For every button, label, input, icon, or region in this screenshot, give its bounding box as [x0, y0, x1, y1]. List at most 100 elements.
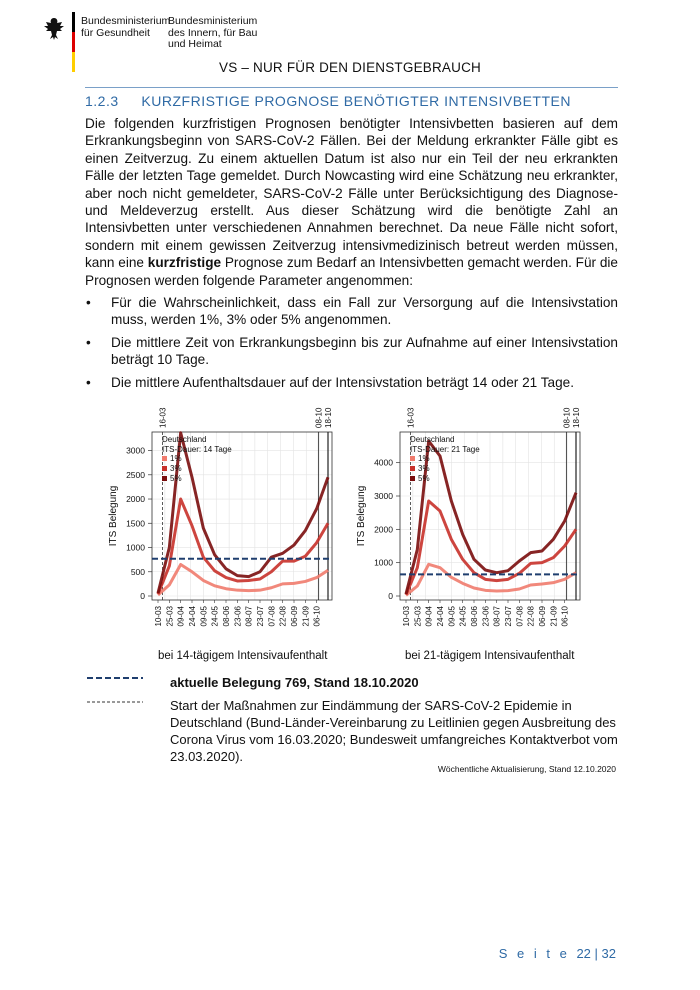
x-tick-label: 06-09 — [290, 605, 299, 626]
legend-subtitle: ITS-Dauer: 14 Tage — [162, 445, 232, 454]
y-tick-label: 4000 — [374, 458, 393, 468]
page-footer: S e i t e 22 | 32 — [498, 946, 616, 961]
y-tick-label: 2000 — [374, 524, 393, 534]
legend-title: Deutschland — [410, 435, 454, 444]
header-divider — [85, 87, 618, 88]
legend-item: 5% — [170, 474, 182, 483]
ministry-bmi-logo-text: Bundesministerium des Innern, für Bau un… — [168, 15, 258, 50]
top-date-label: 08-10 — [314, 407, 323, 428]
series-line — [156, 497, 330, 595]
list-item: • Die mittlere Aufenthaltsdauer auf der I… — [86, 374, 574, 390]
x-tick-label: 21-09 — [549, 605, 558, 626]
x-tick-label: 24-04 — [436, 605, 445, 626]
x-tick-label: 07-08 — [515, 605, 524, 626]
bullet-icon: • — [86, 334, 91, 350]
current-occupancy-line-icon — [87, 677, 143, 679]
legend-subtitle: ITS-Dauer: 21 Tage — [410, 445, 480, 454]
top-date-label: 16-03 — [407, 407, 416, 428]
x-tick-label: 08-07 — [493, 605, 502, 626]
x-tick-label: 23-06 — [233, 605, 242, 626]
y-tick-label: 2000 — [126, 494, 145, 504]
series-line — [156, 431, 330, 594]
measures-line-icon — [87, 701, 143, 703]
x-tick-label: 09-05 — [199, 605, 208, 626]
current-occupancy-label: aktuelle Belegung 769, Stand 18.10.2020 — [170, 675, 419, 690]
chart-caption-14: bei 14-tägigem Intensivaufenthalt — [158, 650, 328, 662]
legend-title: Deutschland — [162, 435, 206, 444]
x-tick-label: 08-06 — [222, 605, 231, 626]
y-tick-label: 2500 — [126, 470, 145, 480]
plot-frame — [151, 431, 333, 601]
top-date-label: 18-10 — [572, 407, 581, 428]
x-tick-label: 09-04 — [177, 605, 186, 626]
series-line — [404, 439, 578, 595]
x-tick-label: 07-08 — [267, 605, 276, 626]
measures-label: Start der Maßnahmen zur Eindämmung der S… — [170, 698, 618, 764]
top-date-label: 16-03 — [159, 407, 168, 428]
y-tick-label: 1000 — [126, 543, 145, 553]
top-date-label: 08-10 — [562, 407, 571, 428]
x-tick-label: 08-06 — [470, 605, 479, 626]
top-date-label: 18-10 — [324, 407, 333, 428]
legend-item: 1% — [418, 454, 430, 463]
legend-item: 5% — [418, 474, 430, 483]
parameter-list: • Für die Wahrscheinlichkeit, dass ein Fa… — [85, 294, 618, 396]
x-tick-label: 08-07 — [245, 605, 254, 626]
bold-term: kurzfristige — [147, 255, 222, 271]
x-tick-label: 09-04 — [425, 605, 434, 626]
x-tick-label: 23-07 — [504, 605, 513, 626]
x-tick-label: 25-03 — [165, 605, 174, 626]
legend-swatch — [410, 466, 415, 471]
section-number: 1.2.3 — [85, 93, 119, 109]
eagle-icon — [42, 16, 66, 47]
legend-item: 1% — [170, 454, 182, 463]
footer-page-total: 32 — [601, 946, 616, 961]
y-tick-label: 3000 — [126, 446, 145, 456]
legend-swatch — [410, 476, 415, 481]
series-line — [405, 562, 577, 597]
plot-frame — [399, 431, 581, 601]
y-tick-label: 0 — [140, 591, 145, 601]
bullet-icon: • — [86, 374, 91, 390]
footer-seite-label: S e i t e — [498, 946, 570, 961]
x-tick-label: 24-05 — [459, 605, 468, 626]
x-tick-label: 10-03 — [402, 605, 411, 626]
x-tick-label: 22-08 — [279, 605, 288, 626]
its-chart-14-days: 0 500 1000 1500 2000 2500 3000 ITS Belegung 10-0… — [108, 407, 333, 626]
footer-page-number: 22 — [576, 946, 591, 961]
header-flag-stripe — [72, 12, 75, 72]
legend-item: 3% — [170, 464, 182, 473]
x-tick-label: 23-06 — [481, 605, 490, 626]
y-tick-label: 1000 — [374, 558, 393, 568]
legend-swatch — [162, 466, 167, 471]
x-tick-label: 23-07 — [256, 605, 265, 626]
bullet-icon: • — [86, 295, 91, 310]
x-tick-label: 24-04 — [188, 605, 197, 626]
y-tick-label: 0 — [388, 591, 393, 601]
y-tick-label: 3000 — [374, 491, 393, 501]
section-title: KURZFRISTIGE PROGNOSE BENÖTIGTER INTENSI… — [141, 93, 571, 109]
section-heading: 1.2.3 KURZFRISTIGE PROGNOSE BENÖTIGTER I… — [85, 93, 571, 109]
x-tick-label: 06-10 — [313, 605, 322, 626]
ministry-bmg-logo-text: Bundesministerium für Gesundheit — [81, 15, 171, 39]
y-axis-label: ITS Belegung — [108, 486, 119, 547]
x-tick-label: 22-08 — [527, 605, 536, 626]
y-tick-label: 1500 — [126, 518, 145, 528]
x-tick-label: 10-03 — [154, 605, 163, 626]
series-line — [156, 562, 329, 597]
x-tick-label: 06-10 — [561, 605, 570, 626]
legend-swatch — [162, 476, 167, 481]
x-tick-label: 24-05 — [211, 605, 220, 626]
y-axis-label: ITS Belegung — [356, 486, 367, 547]
list-item: • Für die Wahrscheinlichkeit, dass ein Fa… — [86, 295, 618, 328]
y-tick-label: 500 — [131, 567, 145, 577]
x-tick-label: 09-05 — [447, 605, 456, 626]
legend-item: 3% — [418, 464, 430, 473]
update-note: Wöchentliche Aktualisierung, Stand 12.10… — [437, 764, 616, 774]
x-tick-label: 25-03 — [413, 605, 422, 626]
classification-label: VS – NUR FÜR DEN DIENSTGEBRAUCH — [219, 60, 481, 75]
series-line — [404, 499, 578, 596]
x-tick-label: 21-09 — [301, 605, 310, 626]
list-item: • Die mittlere Zeit von Erkrankungsbeginn… — [86, 334, 618, 368]
